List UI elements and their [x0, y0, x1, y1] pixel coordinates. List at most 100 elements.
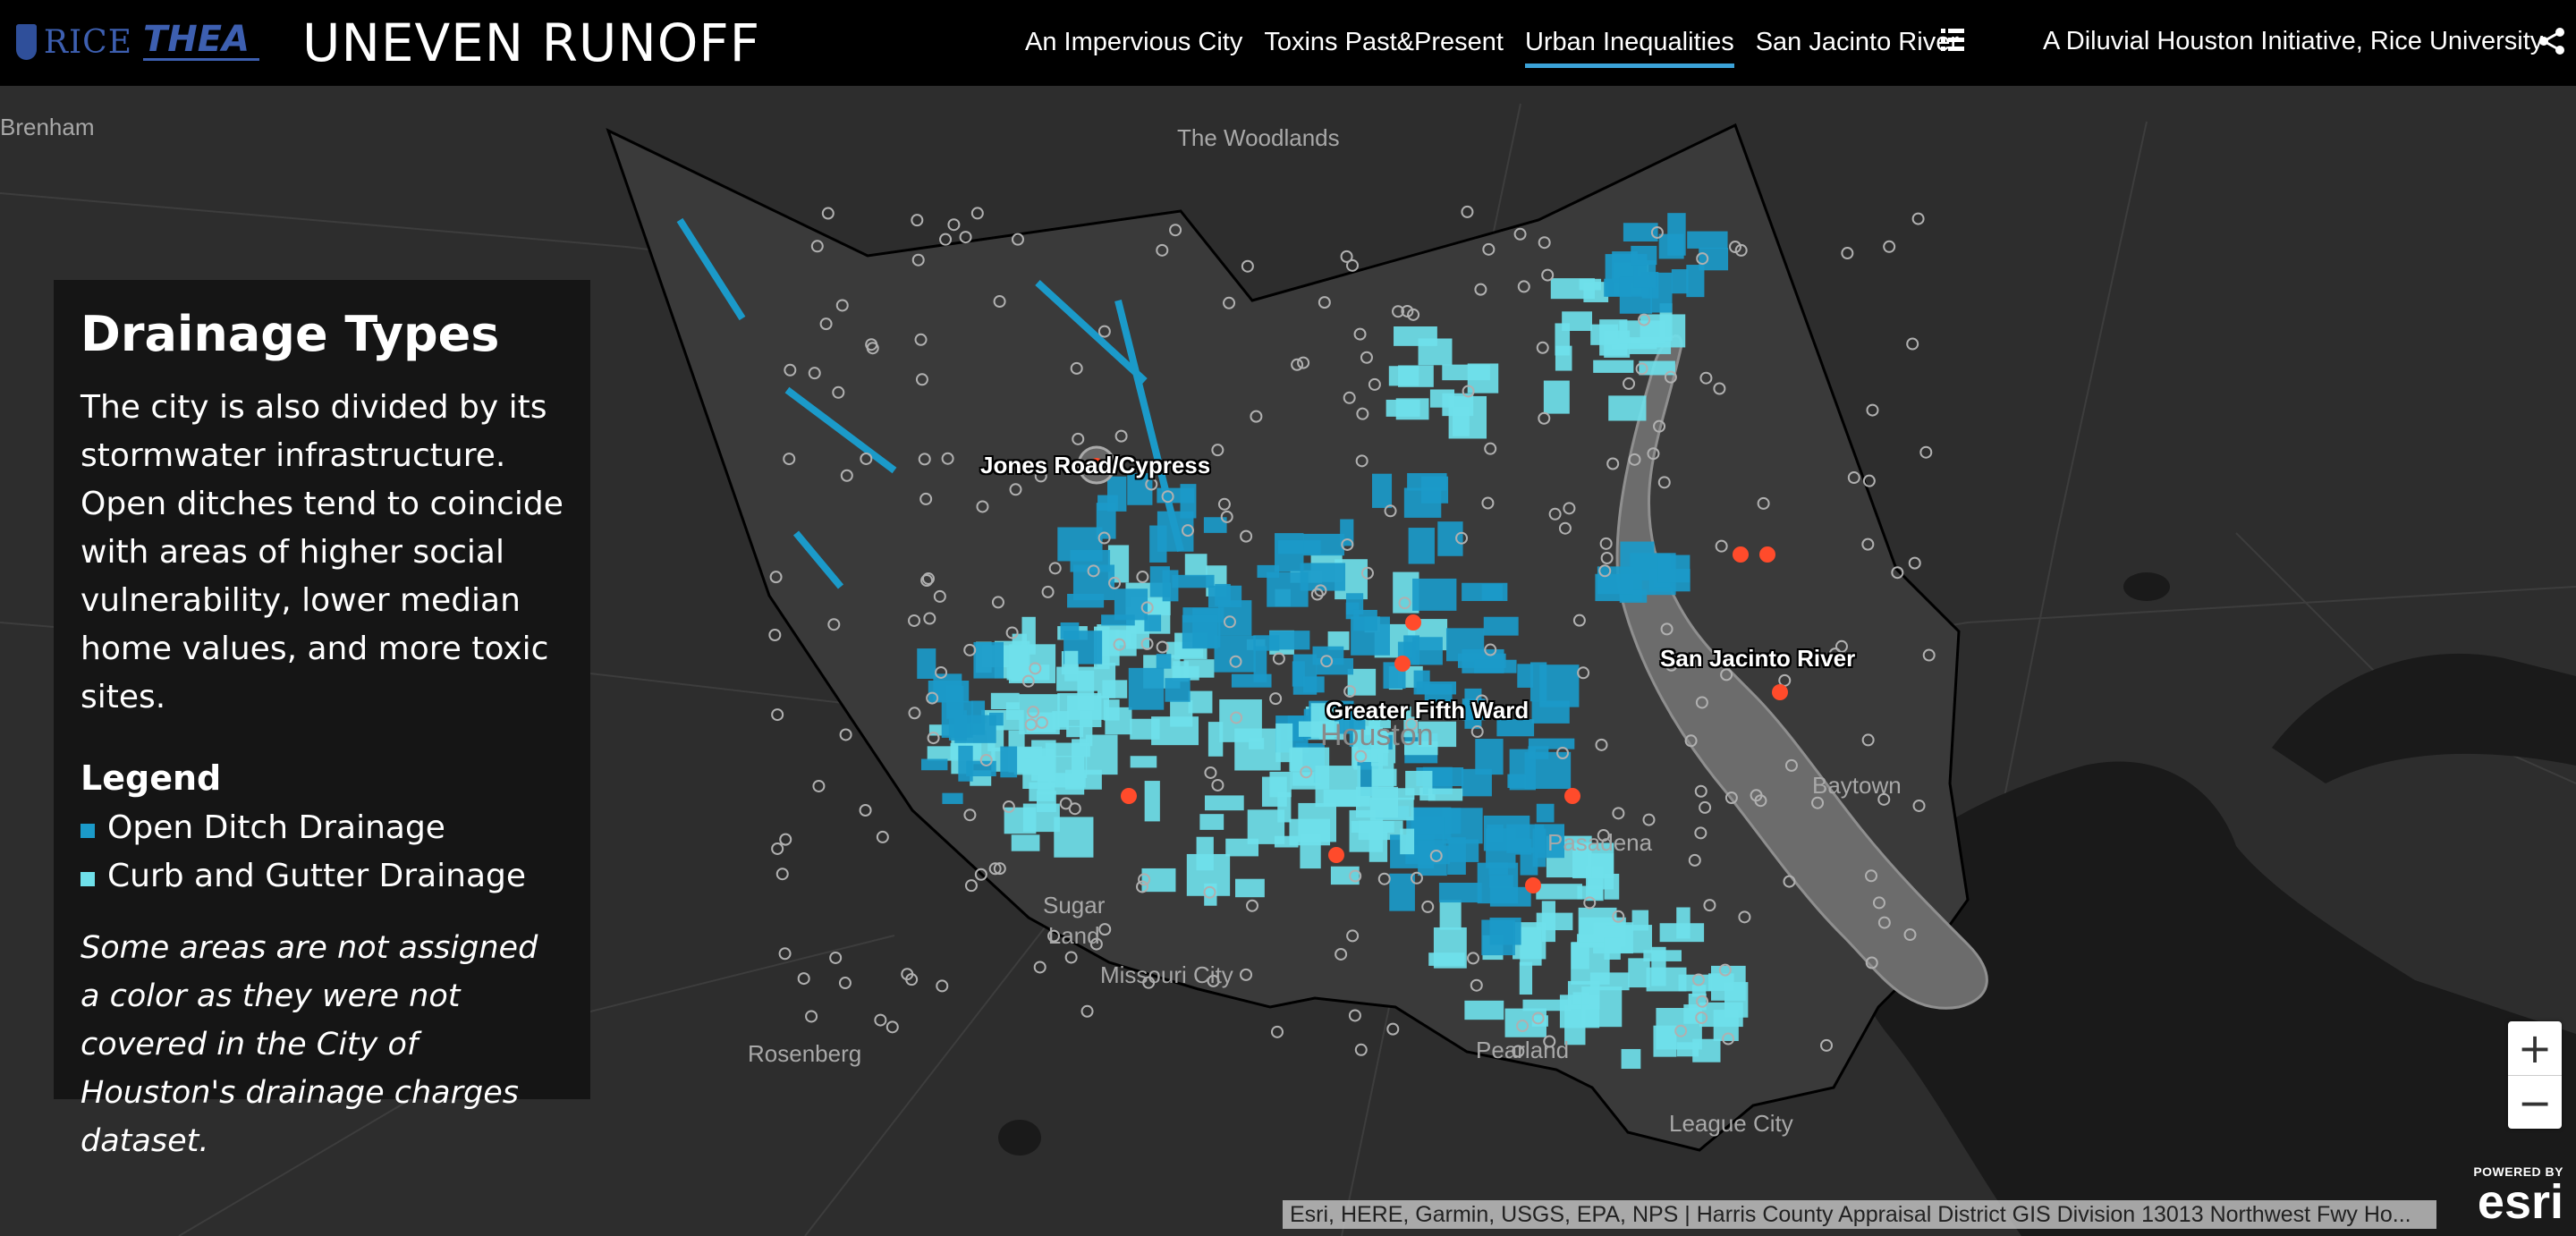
site-marker[interactable]	[1097, 531, 1111, 545]
site-marker[interactable]	[1538, 236, 1551, 250]
site-marker[interactable]	[1572, 614, 1586, 627]
site-marker[interactable]	[1335, 947, 1348, 961]
site-marker[interactable]	[915, 373, 928, 386]
site-marker[interactable]	[1623, 377, 1636, 390]
site-marker[interactable]	[963, 808, 977, 822]
site-marker[interactable]	[908, 707, 921, 720]
site-marker[interactable]	[797, 972, 810, 986]
site-marker[interactable]	[1922, 648, 1936, 662]
site-marker[interactable]	[1665, 653, 1678, 666]
site-marker[interactable]	[1070, 361, 1083, 375]
site-marker[interactable]	[1140, 637, 1154, 650]
site-marker[interactable]	[1047, 929, 1061, 943]
site-marker[interactable]	[1674, 1024, 1688, 1037]
site-marker[interactable]	[1346, 929, 1360, 943]
site-marker[interactable]	[1828, 648, 1842, 661]
site-marker[interactable]	[1462, 385, 1475, 398]
site-marker[interactable]	[1647, 447, 1660, 461]
site-marker[interactable]	[1059, 797, 1072, 810]
site-marker[interactable]	[876, 830, 889, 843]
toxic-site-marker[interactable]	[1564, 788, 1580, 804]
site-marker[interactable]	[768, 629, 782, 642]
site-marker[interactable]	[1750, 789, 1763, 802]
site-marker[interactable]	[1140, 601, 1154, 614]
site-marker[interactable]	[1064, 951, 1078, 964]
site-marker[interactable]	[1136, 571, 1149, 584]
site-marker[interactable]	[947, 218, 961, 232]
site-marker[interactable]	[1250, 410, 1263, 423]
site-marker[interactable]	[1384, 504, 1397, 518]
site-marker[interactable]	[933, 589, 946, 603]
site-marker[interactable]	[1355, 454, 1368, 468]
site-marker[interactable]	[1068, 802, 1081, 816]
site-marker[interactable]	[1484, 643, 1497, 656]
site-marker[interactable]	[1136, 880, 1149, 893]
site-marker[interactable]	[1156, 243, 1169, 257]
site-marker[interactable]	[1738, 910, 1751, 924]
toxic-site-marker[interactable]	[1121, 788, 1137, 804]
site-marker[interactable]	[974, 868, 987, 881]
site-marker[interactable]	[1113, 638, 1126, 651]
site-marker[interactable]	[1563, 502, 1576, 515]
zoom-in-button[interactable]: +	[2517, 1024, 2553, 1072]
site-marker[interactable]	[839, 728, 852, 741]
site-marker[interactable]	[1696, 995, 1709, 1008]
site-marker[interactable]	[1912, 799, 1926, 812]
site-marker[interactable]	[993, 295, 1006, 309]
site-marker[interactable]	[919, 492, 933, 505]
site-marker[interactable]	[1204, 766, 1217, 779]
site-marker[interactable]	[959, 231, 972, 244]
site-marker[interactable]	[1598, 564, 1612, 578]
site-marker[interactable]	[1597, 829, 1610, 842]
site-marker[interactable]	[1470, 725, 1484, 739]
site-marker[interactable]	[775, 868, 789, 881]
toxic-site-marker[interactable]	[1394, 656, 1411, 672]
site-marker[interactable]	[970, 207, 984, 220]
site-marker[interactable]	[1811, 796, 1825, 809]
site-marker[interactable]	[1475, 694, 1488, 707]
site-marker[interactable]	[1635, 362, 1648, 376]
site-marker[interactable]	[1481, 496, 1495, 510]
site-marker[interactable]	[1410, 871, 1423, 885]
toxic-site-marker[interactable]	[1405, 614, 1421, 631]
site-marker[interactable]	[1240, 529, 1253, 543]
site-marker[interactable]	[1699, 800, 1712, 814]
site-marker[interactable]	[1114, 429, 1128, 443]
esri-logo[interactable]: POWERED BY esri	[2458, 1164, 2563, 1229]
site-marker[interactable]	[1556, 747, 1570, 760]
site-marker[interactable]	[1461, 205, 1474, 218]
site-marker[interactable]	[1877, 792, 1891, 806]
site-marker[interactable]	[784, 363, 797, 377]
site-marker[interactable]	[1628, 453, 1641, 466]
site-marker[interactable]	[991, 596, 1004, 609]
site-marker[interactable]	[1482, 242, 1496, 256]
site-marker[interactable]	[1862, 474, 1876, 487]
site-marker[interactable]	[1034, 470, 1047, 483]
site-marker[interactable]	[976, 500, 989, 513]
site-marker[interactable]	[808, 367, 821, 380]
site-marker[interactable]	[1348, 1009, 1361, 1022]
site-marker[interactable]	[1577, 666, 1590, 680]
site-marker[interactable]	[1694, 784, 1707, 798]
site-marker[interactable]	[963, 643, 977, 656]
thea-logo[interactable]: THEA	[143, 19, 259, 61]
site-marker[interactable]	[1841, 247, 1854, 260]
site-marker[interactable]	[1211, 778, 1224, 792]
site-marker[interactable]	[1241, 259, 1254, 273]
site-marker[interactable]	[1138, 873, 1151, 886]
site-marker[interactable]	[1699, 371, 1713, 385]
site-marker[interactable]	[1269, 692, 1283, 706]
site-marker[interactable]	[810, 240, 824, 253]
site-marker[interactable]	[1318, 296, 1331, 309]
site-marker[interactable]	[832, 385, 845, 399]
site-marker[interactable]	[1354, 749, 1368, 763]
site-marker[interactable]	[865, 338, 878, 351]
share-icon[interactable]	[2538, 27, 2565, 55]
site-marker[interactable]	[1470, 978, 1483, 992]
site-marker[interactable]	[1536, 341, 1549, 354]
site-marker[interactable]	[911, 214, 924, 227]
site-marker[interactable]	[1300, 766, 1313, 779]
site-marker[interactable]	[1310, 588, 1324, 601]
site-marker[interactable]	[1718, 963, 1732, 977]
site-marker[interactable]	[1650, 225, 1664, 239]
